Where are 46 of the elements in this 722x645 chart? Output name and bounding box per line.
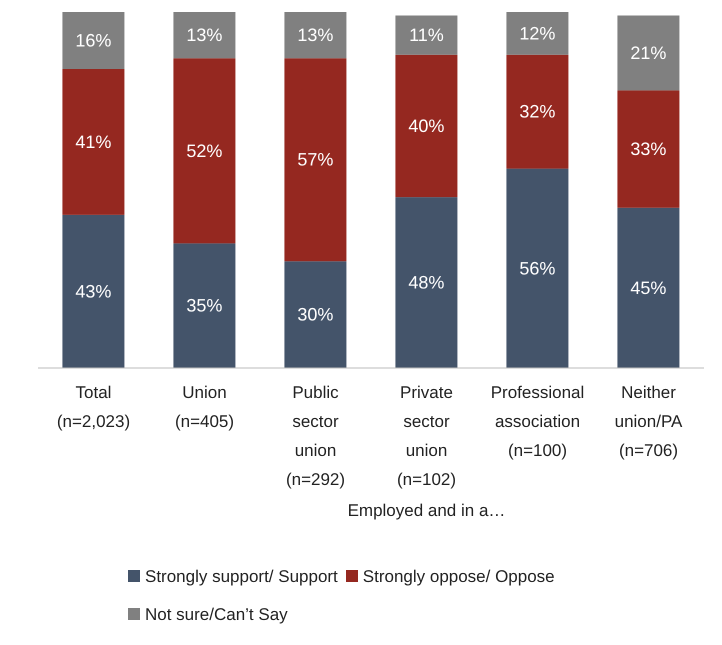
bar [506, 12, 568, 55]
data-label: 41% [75, 132, 112, 152]
data-label: 13% [186, 25, 222, 46]
bar [62, 68, 124, 215]
data-label: 32% [519, 102, 556, 122]
legend-label: Strongly support/ Support [144, 566, 338, 588]
x-tick-label: Public sector union (n=292) [286, 383, 346, 489]
bar [284, 58, 346, 262]
x-tick-label: Union (n=405) [174, 383, 234, 431]
x-tick-label: Private sector union (n=102) [396, 383, 456, 489]
data-label: 35% [186, 296, 222, 316]
bar [62, 214, 124, 368]
bar [284, 261, 346, 368]
data-label: 12% [519, 23, 556, 44]
bar [395, 54, 458, 198]
data-label: 48% [408, 272, 444, 293]
x-tick-label: Total (n=2,023) [56, 383, 130, 431]
bar [395, 197, 458, 368]
bar [617, 90, 680, 208]
data-label: 30% [297, 304, 334, 325]
data-label: 56% [519, 258, 556, 278]
data-label: 57% [297, 150, 334, 170]
bar [617, 208, 680, 368]
data-label: 16% [75, 30, 112, 50]
bar [395, 16, 458, 55]
text: Employed and in a… [346, 501, 506, 521]
bar [173, 58, 236, 244]
data-label: 43% [75, 281, 112, 302]
bar [506, 54, 568, 169]
x-tick-label: Professional association (n=100) [490, 383, 584, 460]
bar [62, 12, 124, 69]
bar [173, 12, 236, 58]
data-label: 21% [630, 42, 666, 63]
data-label: 45% [630, 278, 666, 298]
data-label: 52% [186, 140, 222, 161]
bar [617, 16, 680, 90]
bar [506, 168, 568, 368]
legend-label: Strongly oppose/ Oppose [362, 566, 555, 588]
data-label: 13% [297, 25, 334, 46]
data-label: 40% [408, 116, 444, 136]
data-label: 11% [409, 25, 444, 46]
bar [173, 243, 236, 368]
data-label: 33% [630, 139, 666, 160]
x-tick-label: Neither union/PA (n=706) [614, 383, 684, 460]
bar [284, 12, 346, 58]
legend-label: Not sure/Can’t Say [144, 604, 288, 626]
